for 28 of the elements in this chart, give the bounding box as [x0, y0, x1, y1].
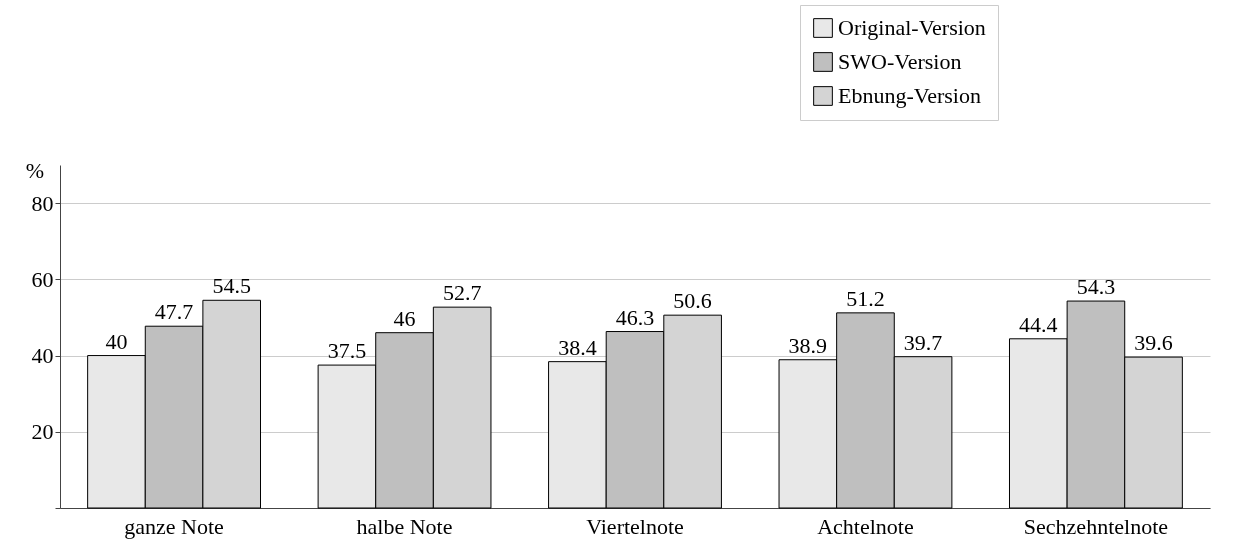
x-tick-label: halbe Note	[356, 513, 453, 539]
data-label: 54.3	[1076, 274, 1116, 300]
x-tick-label: Sechzehntelnote	[1023, 513, 1169, 539]
data-label: 44.4	[1019, 311, 1058, 337]
data-label: 52.7	[442, 280, 482, 306]
data-label: 50.6	[673, 288, 712, 314]
data-label: 38.9	[788, 332, 828, 358]
data-label: 37.5	[327, 338, 367, 364]
data-label: 39.6	[1134, 330, 1173, 356]
legend-label: Ebnung-Version	[838, 83, 981, 108]
x-tick-label: Viertelnote	[586, 513, 684, 539]
y-tick-label: 60	[31, 266, 54, 292]
y-axis-title: %	[25, 158, 44, 183]
data-label: 39.7	[903, 329, 943, 355]
x-tick-label: Achtelnote	[817, 513, 914, 539]
data-label: 38.4	[558, 334, 597, 360]
data-label: 51.2	[846, 285, 885, 311]
x-tick-label: ganze Note	[124, 513, 224, 539]
data-label: 54.5	[212, 273, 251, 299]
legend-label: SWO-Version	[838, 49, 962, 74]
y-tick-label: 80	[31, 190, 54, 216]
data-label: 47.7	[154, 299, 194, 325]
y-tick-label: 20	[31, 419, 54, 445]
data-label: 46	[393, 305, 416, 331]
data-label: 46.3	[615, 304, 655, 330]
data-label: 40	[105, 328, 128, 354]
legend-label: Original-Version	[838, 15, 986, 40]
y-tick-label: 40	[31, 343, 54, 369]
